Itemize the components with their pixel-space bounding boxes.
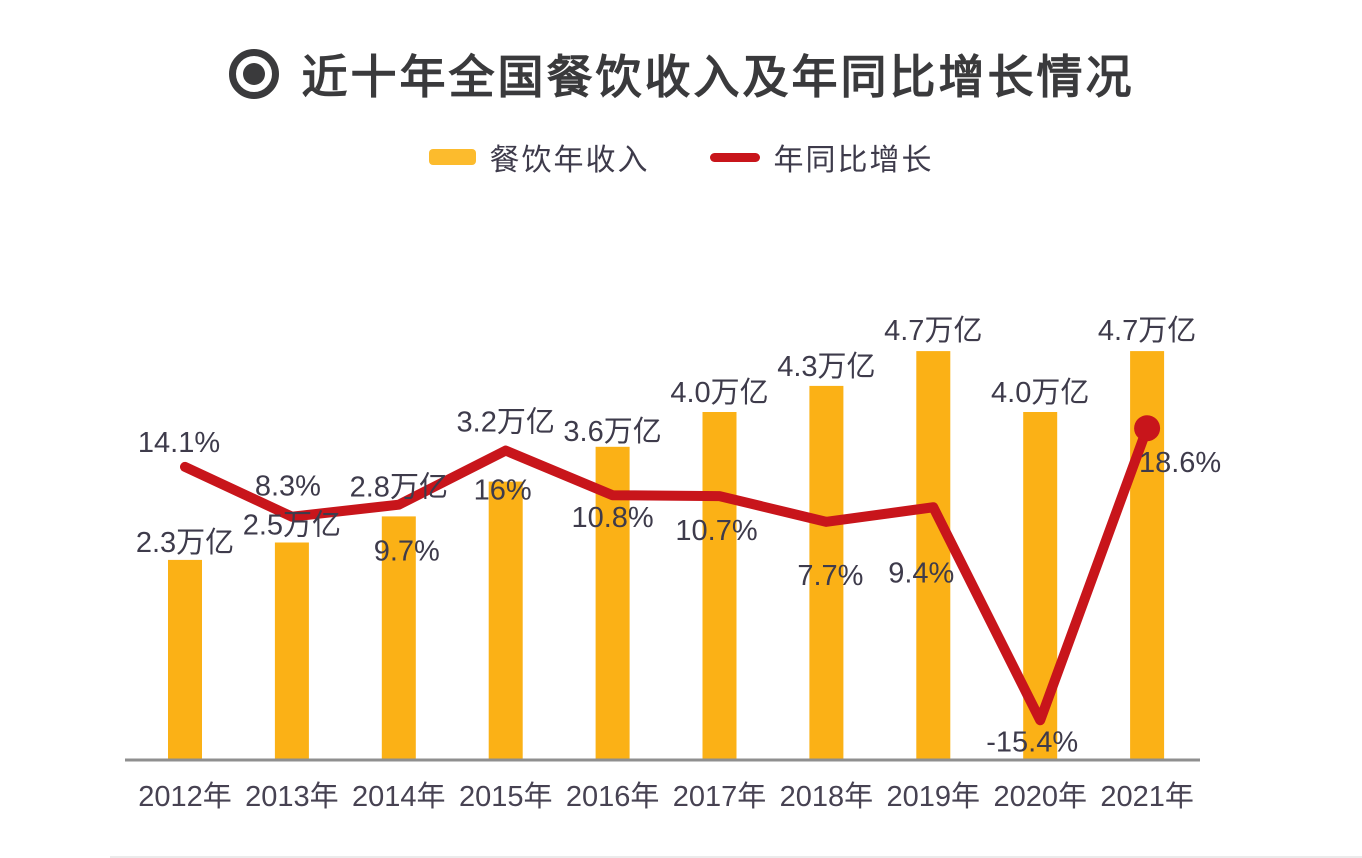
- bar-2012年: [168, 559, 202, 760]
- bar-value-label: 2.5万亿: [243, 509, 341, 542]
- growth-value-label: 10.8%: [571, 502, 653, 534]
- growth-value-label: 9.4%: [888, 557, 954, 589]
- chart-legend: 餐饮年收入 年同比增长: [0, 140, 1362, 177]
- growth-value-label: 14.1%: [138, 427, 220, 459]
- x-axis-label: 2013年: [245, 780, 339, 813]
- growth-value-label: 8.3%: [255, 471, 321, 503]
- bar-2015年: [488, 481, 523, 760]
- bar-value-label: 4.3万亿: [777, 350, 875, 383]
- x-axis-label: 2019年: [887, 780, 981, 813]
- target-icon: [228, 49, 279, 99]
- line-series-label: 年同比增长: [773, 144, 934, 177]
- growth-line: [180, 423, 1153, 726]
- bar-2018年: [809, 385, 844, 760]
- growth-value-label: 16%: [474, 475, 532, 507]
- bar-2019年: [916, 351, 951, 760]
- x-axis-label: 2017年: [673, 780, 767, 813]
- bar-value-label: 3.6万亿: [563, 415, 661, 448]
- x-axis-label: 2018年: [780, 780, 874, 813]
- growth-line-end-marker: [1134, 415, 1161, 442]
- chart-header: 近十年全国餐饮收入及年同比增长情况: [0, 0, 1362, 104]
- bottom-divider: [110, 856, 1362, 858]
- bar-value-label: 4.7万亿: [884, 314, 982, 347]
- bar-2014年: [381, 516, 416, 760]
- x-axis-label: 2012年: [138, 780, 232, 813]
- bar-value-label: 4.7万亿: [1098, 314, 1196, 347]
- bar-value-label: 2.3万亿: [136, 526, 234, 559]
- x-axis-label: 2015年: [459, 780, 553, 813]
- growth-value-label: -15.4%: [986, 726, 1078, 758]
- growth-value-label: 10.7%: [675, 515, 757, 547]
- x-axis-label: 2014年: [352, 780, 446, 813]
- line-series-swatch: [709, 152, 760, 162]
- bar-value-label: 4.0万亿: [670, 376, 768, 409]
- x-axis-label: 2021年: [1100, 780, 1194, 813]
- x-axis-label: 2020年: [993, 780, 1087, 813]
- bar-series-swatch: [428, 149, 476, 165]
- bar-2017年: [702, 412, 737, 760]
- x-axis-label: 2016年: [566, 780, 660, 813]
- bar-series-label: 餐饮年收入: [489, 144, 650, 177]
- growth-value-label: 18.6%: [1139, 447, 1221, 479]
- bar-2013年: [274, 542, 309, 760]
- chart-title: 近十年全国餐饮收入及年同比增长情况: [301, 51, 1135, 103]
- bar-value-label: 3.2万亿: [457, 406, 555, 439]
- growth-value-label: 7.7%: [797, 560, 863, 592]
- bar-2021年: [1130, 351, 1165, 760]
- bar-value-label: 2.8万亿: [350, 470, 448, 503]
- bar-value-label: 4.0万亿: [991, 376, 1089, 409]
- growth-value-label: 9.7%: [374, 536, 440, 568]
